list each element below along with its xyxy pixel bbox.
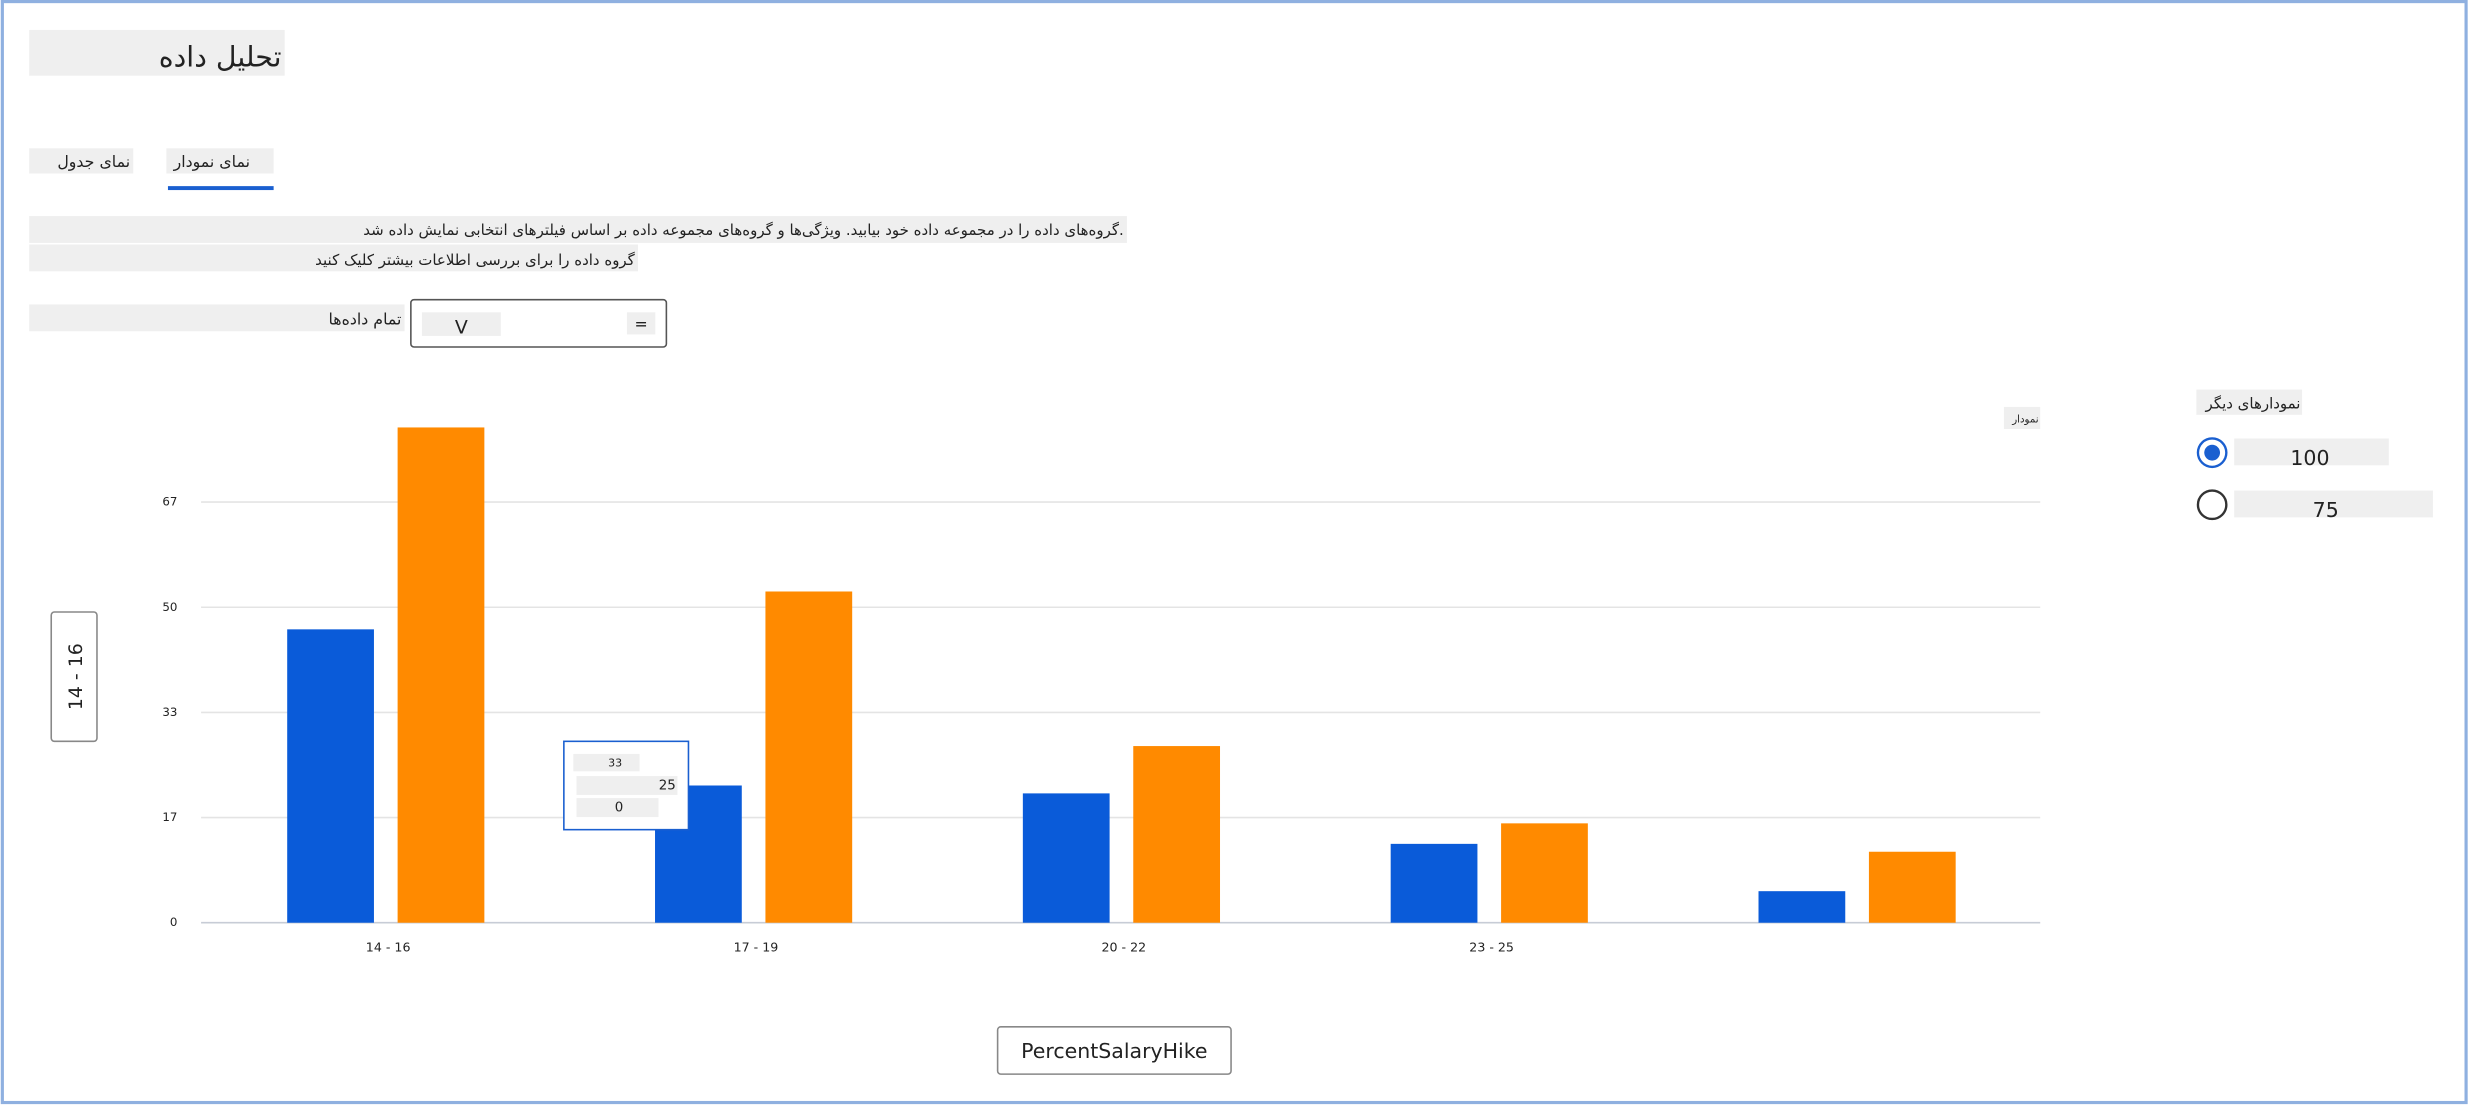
choice-bg — [2234, 490, 2433, 518]
tab-underline — [167, 186, 274, 191]
radio-dot — [2204, 444, 2221, 461]
bar[interactable] — [1758, 891, 1846, 923]
bar[interactable] — [1390, 843, 1478, 923]
desc-bg — [29, 244, 638, 272]
options-title: نمودارهای دیگر — [2205, 394, 2301, 412]
y-tick-label: 33 — [162, 705, 177, 719]
filter-value: V — [455, 317, 468, 339]
tooltip-row-bg — [576, 798, 659, 818]
choice-bg — [2234, 438, 2389, 466]
x-tick-label: 17 - 19 — [734, 939, 779, 954]
tab-bg[interactable] — [166, 148, 274, 174]
bar[interactable] — [765, 591, 853, 923]
tooltip-row-bg — [576, 776, 678, 795]
description: گروه داده را برای بررسی اطلاعات بیشتر کل… — [315, 251, 636, 269]
bar[interactable] — [1133, 746, 1221, 923]
tooltip-value: 25 — [659, 778, 676, 793]
bar[interactable] — [1868, 851, 1956, 923]
tooltip-value: 0 — [615, 801, 624, 816]
y-tick-label: 17 — [162, 810, 177, 824]
x-axis-label[interactable]: PercentSalaryHike — [1021, 1039, 1207, 1063]
tab[interactable]: نمای جدول — [57, 152, 130, 172]
description: گروه‌های داده را در مجموعه داده خود بیاب… — [363, 221, 1124, 239]
x-tick-label: 14 - 16 — [366, 939, 411, 954]
slicer[interactable] — [50, 611, 98, 743]
radio-label[interactable]: 100 — [2290, 446, 2329, 470]
filter-label: تمام داده‌ها — [329, 310, 402, 329]
x-tick-label: 23 - 25 — [1469, 939, 1514, 954]
tooltip-title: 33 — [608, 756, 622, 769]
tab[interactable]: نمای نمودار — [173, 152, 250, 172]
tab-bg[interactable] — [29, 148, 134, 174]
radio[interactable] — [2196, 489, 2228, 521]
options-title-bg — [2196, 389, 2303, 415]
y-tick-label: 50 — [162, 600, 177, 614]
page-title: تحلیل داده — [159, 40, 282, 73]
bar[interactable] — [397, 427, 485, 923]
bar[interactable] — [1501, 823, 1588, 923]
x-tick-label: 20 - 22 — [1101, 939, 1146, 954]
y-tick-label: 0 — [170, 915, 178, 929]
slicer-label: 14 - 16 — [65, 643, 87, 710]
filter-label-bg — [29, 304, 405, 332]
op-bg — [626, 312, 656, 335]
bar[interactable] — [1022, 793, 1110, 923]
legend-bg — [2003, 406, 2041, 430]
input-bg — [421, 312, 501, 336]
x-axis-button[interactable] — [996, 1026, 1232, 1075]
legend-label: نمودار — [2011, 414, 2038, 426]
y-tick-label: 67 — [162, 495, 177, 509]
radio-label[interactable]: 75 — [2313, 498, 2339, 522]
tooltip-row-bg — [573, 753, 640, 772]
filter-operator: = — [635, 314, 648, 333]
desc-bg — [29, 216, 1127, 243]
title-bg — [29, 29, 285, 76]
bar[interactable] — [287, 629, 374, 923]
